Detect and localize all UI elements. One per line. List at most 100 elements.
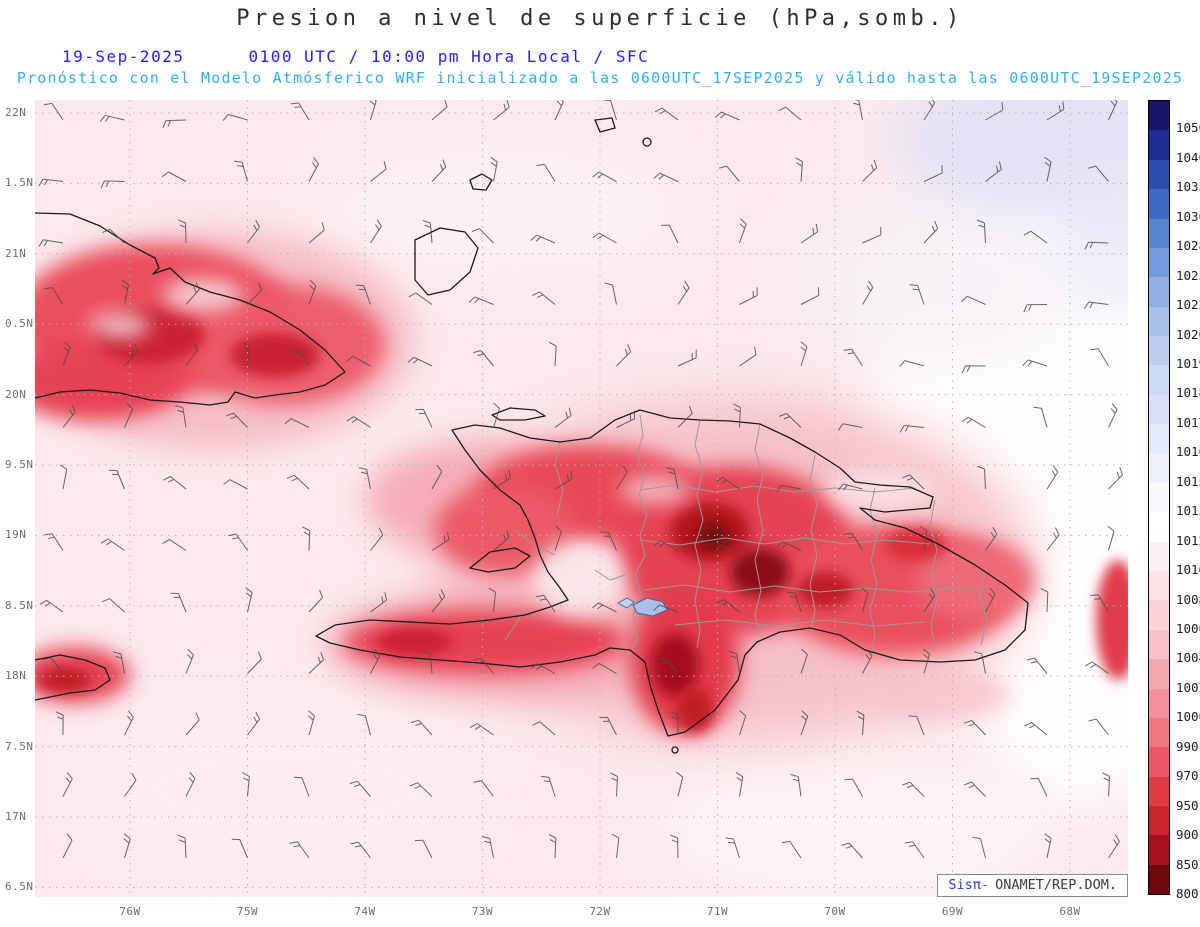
colorbar-value: 1012	[1176, 532, 1200, 548]
coastline-tortuga-island	[491, 407, 546, 421]
colorbar-segment	[1149, 747, 1169, 777]
lat-label: 22N	[5, 106, 27, 119]
colorbar-value: 900	[1176, 827, 1199, 843]
colorbar-segment	[1149, 776, 1169, 806]
colorbar-segment	[1149, 864, 1169, 895]
colorbar-value: 1002	[1176, 679, 1200, 695]
colorbar-segment	[1149, 541, 1169, 571]
lat-label: 19N	[5, 528, 27, 542]
colorbar-segment	[1149, 629, 1169, 660]
coastline-beata-islet	[671, 746, 679, 754]
colorbar-segment	[1149, 424, 1169, 454]
forecast-time: 0100 UTC / 10:00 pm Hora Local / SFC	[248, 47, 650, 66]
lat-label: 0.5N	[5, 317, 34, 331]
lon-label: 70W	[824, 905, 846, 918]
lat-label: 1.5N	[5, 176, 34, 190]
colorbar-value: 950	[1176, 797, 1199, 813]
model-info-line: Pronóstico con el Modelo Atmósferico WRF…	[16, 69, 1184, 87]
colorbar-segment	[1149, 659, 1169, 689]
page-title: Presion a nivel de superficie (hPa,somb.…	[236, 6, 964, 31]
colorbar-segment	[1149, 482, 1169, 513]
pressure-map	[35, 100, 1128, 897]
lat-label: 17N	[5, 810, 27, 823]
branding-sis: Sisπ	[948, 877, 981, 893]
coastline-cay-1	[594, 117, 616, 133]
coastline-jamaica	[35, 654, 111, 701]
colorbar-segment	[1149, 571, 1169, 601]
colorbar-segment	[1149, 453, 1169, 483]
lat-label: 18N	[5, 669, 27, 683]
coastline-gonave-island	[469, 547, 531, 573]
forecast-date: 19-Sep-2025	[62, 47, 185, 66]
lat-label: 6.5N	[5, 880, 34, 894]
colorbar-value: 1004	[1176, 650, 1200, 666]
colorbar-value: 1018	[1176, 385, 1200, 401]
colorbar-value: 1017	[1176, 414, 1200, 430]
coastline-cuba	[35, 212, 346, 406]
colorbar-value: 800	[1176, 886, 1199, 901]
colorbar-segment	[1149, 101, 1169, 131]
forecast-time-line: 19-Sep-2025 0100 UTC / 10:00 pm Hora Loca…	[62, 47, 649, 66]
coastline-little-inagua	[469, 173, 493, 191]
lat-label: 21N	[5, 246, 27, 260]
lon-label: 74W	[354, 905, 376, 918]
lon-label: 68W	[1059, 905, 1081, 918]
colorbar-segment	[1149, 218, 1169, 248]
colorbar-value: 990	[1176, 738, 1199, 754]
colorbar-segment	[1149, 512, 1169, 542]
colorbar-segment	[1149, 835, 1169, 865]
lat-label: 9.5N	[5, 458, 34, 471]
lon-label: 75W	[236, 905, 259, 918]
lon-label: 72W	[589, 905, 611, 918]
colorbar-value: 1022	[1176, 297, 1200, 313]
branding-box: Sisπ- ONAMET/REP.DOM.	[937, 874, 1128, 897]
province-borders	[504, 414, 996, 656]
pressure-shading	[35, 100, 1128, 897]
colorbar-value: 1006	[1176, 621, 1200, 636]
lat-label: 20N	[5, 387, 27, 401]
lat-label: 8.5N	[5, 598, 34, 612]
colorbar-value: 1028	[1176, 238, 1200, 254]
colorbar-segment	[1149, 394, 1169, 425]
coastline-great-inagua	[414, 227, 479, 296]
colorbar-value: 1025	[1176, 267, 1200, 283]
lon-label: 73W	[471, 905, 494, 918]
colorbar-value: 850	[1176, 856, 1199, 872]
coastlines	[35, 117, 1029, 754]
lon-label: 69W	[941, 905, 964, 918]
colorbar-segment	[1149, 688, 1169, 718]
lake-enriquillo	[617, 597, 668, 617]
pressure-colorbar	[1148, 100, 1170, 895]
colorbar-value: 970	[1176, 768, 1199, 784]
colorbar-segment	[1149, 189, 1169, 219]
colorbar-value: 1015	[1176, 473, 1200, 489]
wind-barbs	[38, 100, 1124, 859]
lon-label: 76W	[119, 905, 141, 918]
colorbar-value: 1050	[1176, 120, 1200, 136]
colorbar-segment	[1149, 306, 1169, 336]
colorbar-segment	[1149, 365, 1169, 395]
branding-org: ONAMET/REP.DOM.	[995, 877, 1117, 893]
colorbar-value: 1020	[1176, 326, 1200, 342]
coastline-cay-2	[642, 137, 652, 147]
colorbar-value: 1035	[1176, 179, 1200, 195]
colorbar-segment	[1149, 717, 1169, 748]
colorbar-value: 1010	[1176, 562, 1200, 578]
coastline-hispaniola	[315, 409, 1029, 737]
colorbar-value: 1019	[1176, 356, 1200, 371]
colorbar-value: 1030	[1176, 208, 1200, 224]
colorbar-value: 1013	[1176, 503, 1200, 519]
colorbar-value: 1040	[1176, 149, 1200, 165]
colorbar-value: 1008	[1176, 591, 1200, 607]
colorbar-segment	[1149, 277, 1169, 307]
branding-separator: -	[980, 877, 990, 893]
lon-label: 71W	[706, 905, 729, 918]
colorbar-segment	[1149, 159, 1169, 190]
colorbar-segment	[1149, 806, 1169, 836]
lat-label: 7.5N	[5, 739, 34, 753]
colorbar-value: 1000	[1176, 709, 1200, 725]
colorbar-segment	[1149, 336, 1169, 366]
colorbar-segment	[1149, 130, 1169, 160]
colorbar-segment	[1149, 247, 1169, 278]
